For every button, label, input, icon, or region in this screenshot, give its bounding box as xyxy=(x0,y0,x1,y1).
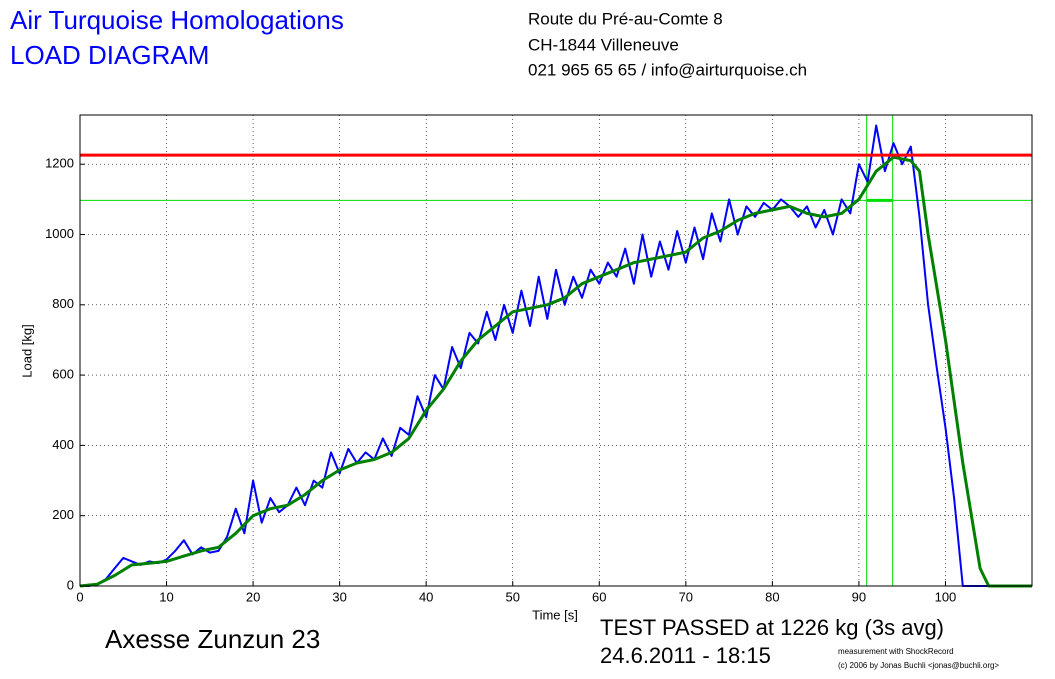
x-tick-label: 100 xyxy=(935,589,957,604)
x-tick-label: 70 xyxy=(679,589,693,604)
x-tick-label: 90 xyxy=(852,589,866,604)
address-line: Route du Pré-au-Comte 8 xyxy=(528,9,723,28)
chart-subtitle: LOAD DIAGRAM xyxy=(10,40,209,70)
x-tick-label: 40 xyxy=(419,589,433,604)
address-line: CH-1844 Villeneuve xyxy=(528,35,679,54)
plot-background xyxy=(80,115,1032,586)
x-tick-label: 30 xyxy=(332,589,346,604)
result-text: TEST PASSED at 1226 kg (3s avg) xyxy=(600,615,944,640)
plot-area: 0 10 20 30 40 50 60 70 80 90 100020040060080010001… xyxy=(45,114,1033,604)
x-tick-label: 80 xyxy=(765,589,779,604)
x-tick-label: 10 xyxy=(159,589,173,604)
plot-frame xyxy=(79,114,1033,587)
y-tick-label: 600 xyxy=(52,367,74,382)
credits: (c) 2006 by Jonas Buchli <jonas@buchli.o… xyxy=(838,661,999,670)
y-tick-label: 1000 xyxy=(45,226,74,241)
credits: measurement with ShockRecord xyxy=(838,647,954,656)
y-tick-label: 1200 xyxy=(45,156,74,171)
x-tick-label: 60 xyxy=(592,589,606,604)
x-axis-label: Time [s] xyxy=(532,607,578,622)
x-tick-label: 0 xyxy=(76,589,83,604)
y-tick-label: 200 xyxy=(52,507,74,522)
x-tick-label: 50 xyxy=(505,589,519,604)
date-text: 24.6.2011 - 18:15 xyxy=(600,643,771,668)
chart-title: Air Turquoise Homologations xyxy=(10,5,344,35)
x-tick-label: 20 xyxy=(246,589,260,604)
glider-name: Axesse Zunzun 23 xyxy=(105,624,320,654)
y-tick-label: 400 xyxy=(52,437,74,452)
y-tick-label: 0 xyxy=(67,577,74,592)
y-tick-label: 800 xyxy=(52,296,74,311)
data-line xyxy=(79,155,1032,588)
y-axis-label: Load [kg] xyxy=(19,324,34,378)
data-line xyxy=(80,124,1032,587)
address-line: 021 965 65 65 / info@airturquoise.ch xyxy=(528,60,807,79)
